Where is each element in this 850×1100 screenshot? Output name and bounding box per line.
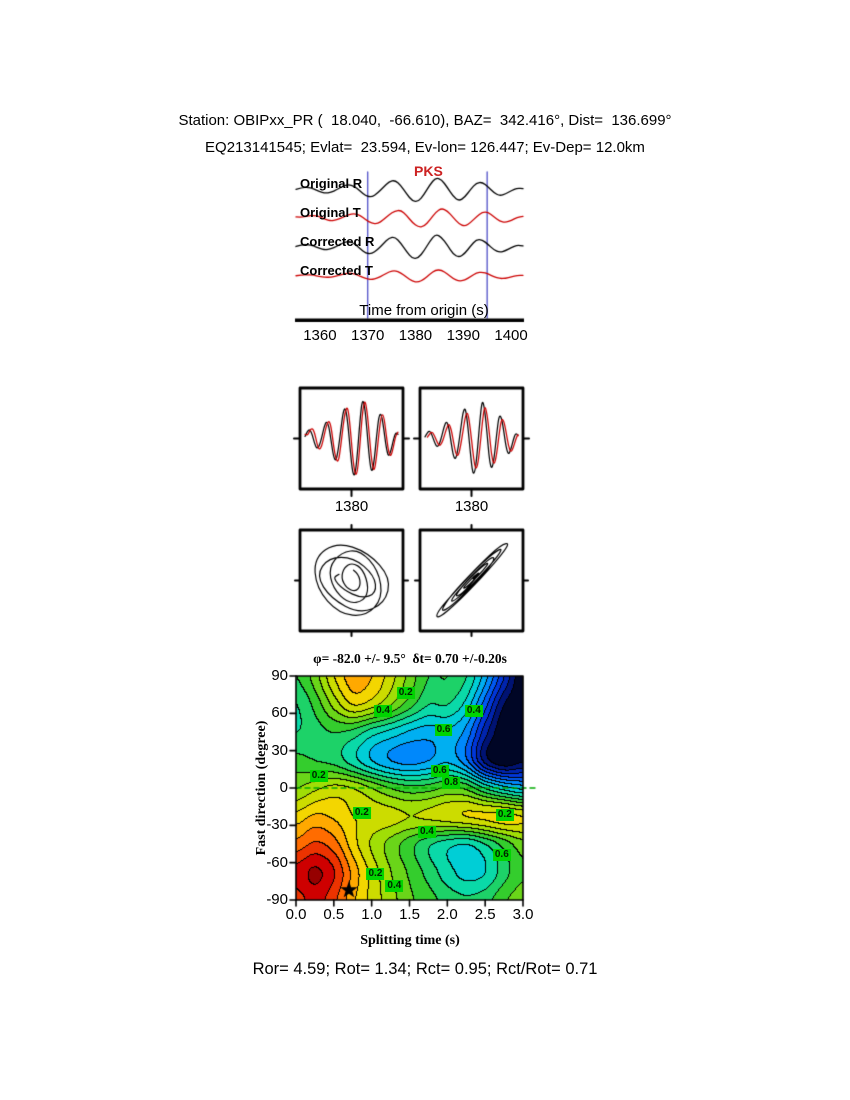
splitting-time-tick-label: 3.0 [512,906,534,923]
contour-value-label: 0.6 [434,723,453,736]
splitting-time-tick-label: 0.5 [323,906,345,923]
contour-value-label: 0.4 [374,704,392,717]
phase-label: PKS [414,163,443,179]
contour-value-label: 0.6 [492,849,511,862]
contour-value-label: 0.8 [442,777,461,790]
time-tick-label: 1380 [398,327,433,344]
wave-box-time-label: 1380 [454,498,489,515]
time-tick-label: 1390 [446,327,480,344]
trace-label-original-t: Original T [300,205,361,220]
contour-value-label: 0.2 [366,867,385,880]
fast-direction-tick-label: 90 [271,667,288,684]
contour-value-label: 0.2 [396,687,415,700]
splitting-time-tick-label: 2.5 [474,906,496,923]
contour-value-label: 0.2 [352,806,371,819]
contour-value-label: 0.2 [495,809,514,822]
splitting-time-tick-label: 2.0 [436,906,458,923]
fast-direction-tick-label: 60 [271,704,288,722]
quality-results-line: Ror= 4.59; Rot= 1.34; Rct= 0.95; Rct/Rot… [252,960,598,978]
contour-value-label: 0.6 [430,764,449,777]
event-header-line: EQ213141545; Evlat= 23.594, Ev-lon= 126.… [205,139,645,156]
x-axis-label: Splitting time (s) [360,933,460,948]
time-tick-label: 1370 [350,327,385,344]
contour-value-label: 0.2 [309,769,328,782]
contour-value-label: 0.4 [464,704,483,717]
trace-label-original-r: Original R [300,176,363,191]
fast-direction-tick-label: -90 [266,891,288,908]
splitting-time-tick-label: 1.5 [399,906,420,923]
trace-label-corrected-r: Corrected R [300,234,375,249]
contour-value-label: 0.4 [385,880,404,893]
splitting-result-title: φ= -82.0 +/- 9.5° δt= 0.70 +/-0.20s [313,651,507,666]
time-tick-label: 1360 [303,327,337,344]
fast-direction-tick-label: 0 [279,779,288,796]
wave-box-time-label: 1380 [334,498,369,515]
splitting-time-tick-label: 0.0 [285,906,307,923]
trace-label-corrected-t: Corrected T [300,263,373,278]
splitting-time-tick-label: 1.0 [361,906,383,923]
fast-direction-tick-label: 30 [271,741,288,759]
station-header-line: Station: OBIPxx_PR ( 18.040, -66.610), B… [178,112,672,129]
fast-direction-tick-label: -60 [266,853,288,871]
time-axis-label: Time from origin (s) [359,302,489,319]
time-tick-label: 1400 [494,327,528,344]
fast-direction-tick-label: -30 [266,816,288,834]
contour-value-label: 0.4 [417,825,436,838]
